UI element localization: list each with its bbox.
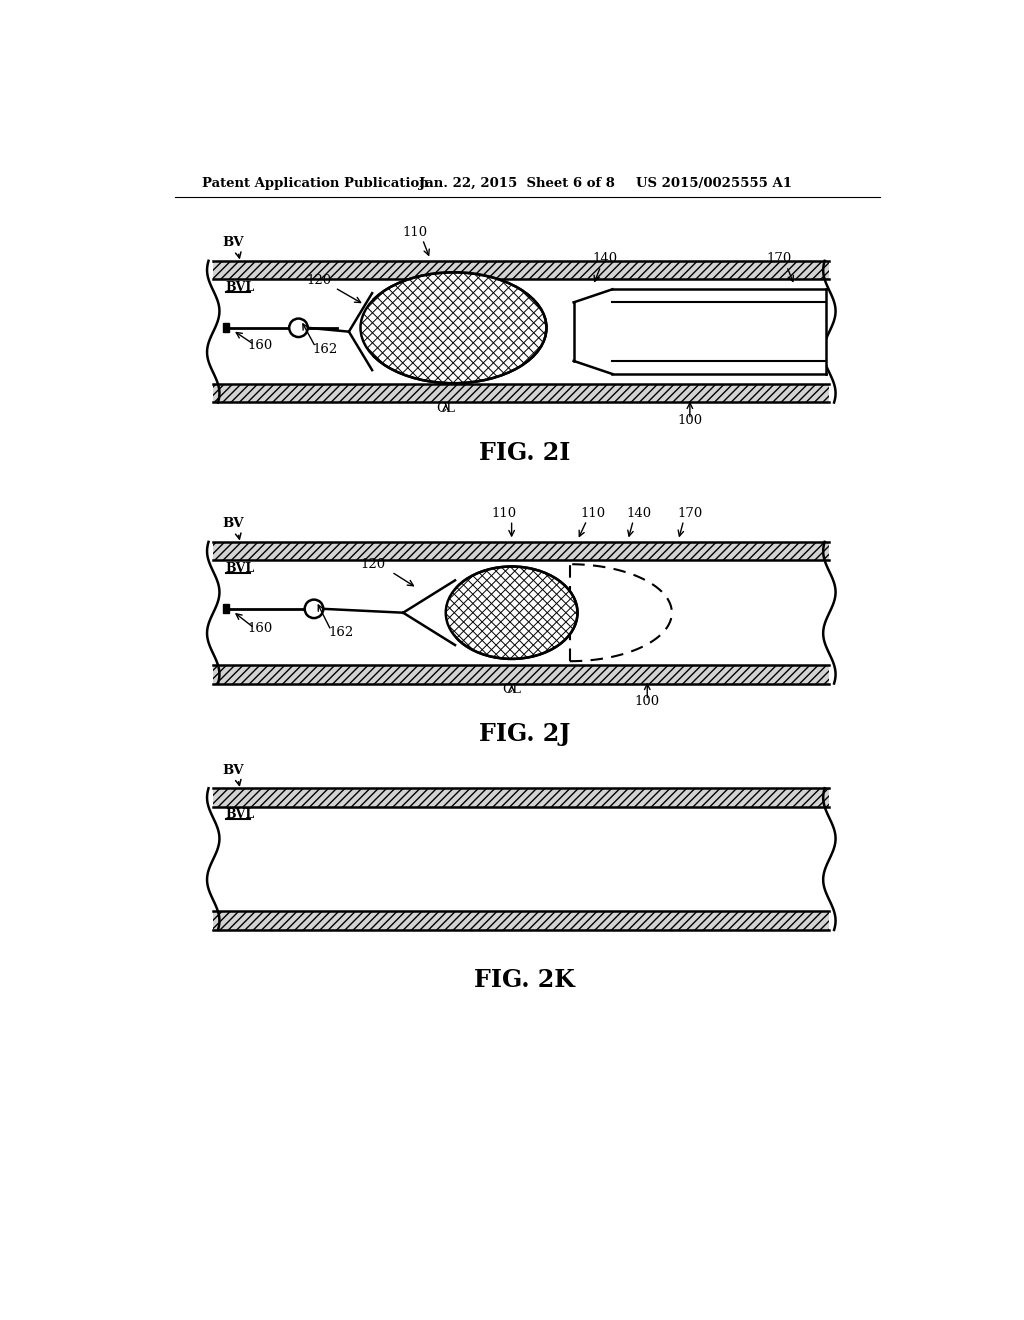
Text: Patent Application Publication: Patent Application Publication (202, 177, 428, 190)
Text: BV: BV (222, 517, 244, 531)
Bar (213, 807, 829, 911)
Bar (222, 605, 228, 614)
Text: 160: 160 (247, 339, 272, 352)
Text: CL: CL (502, 682, 521, 696)
Polygon shape (403, 581, 455, 645)
Text: BV: BV (222, 764, 244, 776)
Text: 162: 162 (312, 343, 338, 356)
Ellipse shape (445, 566, 578, 659)
Bar (213, 280, 829, 384)
Polygon shape (569, 564, 672, 661)
Bar (222, 323, 228, 333)
Text: 100: 100 (677, 414, 702, 428)
Text: 120: 120 (360, 558, 386, 572)
Text: 160: 160 (247, 622, 272, 635)
Bar (612, 360, 825, 374)
Text: 120: 120 (306, 275, 332, 286)
Bar (213, 788, 829, 807)
Bar (213, 261, 829, 280)
Text: FIG. 2J: FIG. 2J (479, 722, 570, 746)
Bar (213, 543, 829, 561)
Text: 100: 100 (635, 696, 659, 708)
Text: 110: 110 (581, 507, 605, 520)
Text: US 2015/0025555 A1: US 2015/0025555 A1 (636, 177, 792, 190)
Text: BVL: BVL (225, 808, 255, 821)
Text: BV: BV (222, 236, 244, 249)
Text: CL: CL (436, 401, 456, 414)
Text: 162: 162 (328, 626, 353, 639)
Text: BVL: BVL (225, 562, 255, 576)
Text: FIG. 2I: FIG. 2I (479, 441, 570, 465)
Text: 140: 140 (592, 252, 617, 265)
Polygon shape (349, 293, 372, 370)
Circle shape (305, 599, 324, 618)
Text: 110: 110 (492, 507, 516, 520)
Text: 170: 170 (677, 507, 702, 520)
Text: 170: 170 (766, 252, 792, 265)
Text: BVL: BVL (225, 281, 255, 294)
Text: 110: 110 (402, 226, 427, 239)
Bar (573, 302, 825, 360)
Bar (213, 665, 829, 684)
Text: Jan. 22, 2015  Sheet 6 of 8: Jan. 22, 2015 Sheet 6 of 8 (419, 177, 614, 190)
Text: 140: 140 (627, 507, 652, 520)
Bar (213, 384, 829, 403)
Bar (213, 560, 829, 665)
Ellipse shape (360, 272, 547, 383)
Bar (612, 289, 825, 302)
Circle shape (289, 318, 308, 337)
Text: FIG. 2K: FIG. 2K (474, 968, 575, 993)
Bar (213, 911, 829, 929)
